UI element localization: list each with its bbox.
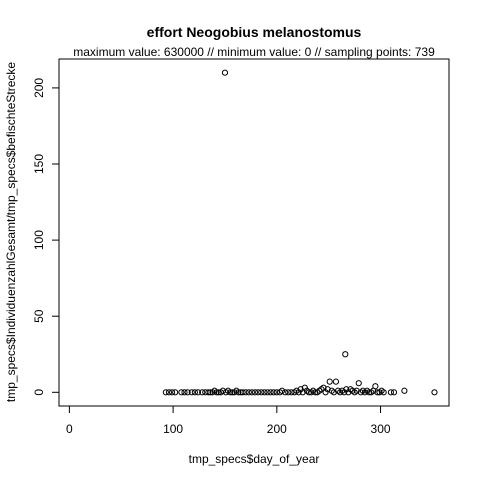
data-point (305, 389, 313, 396)
chart-subtitle: maximum value: 630000 // minimum value: … (73, 45, 435, 59)
data-point (227, 389, 234, 396)
data-point (172, 389, 179, 396)
data-point (181, 389, 188, 396)
data-point (374, 389, 381, 396)
x-axis: 0 100 200 300 (66, 405, 391, 436)
data-point (168, 389, 176, 396)
data-point (162, 389, 169, 396)
data-point (372, 383, 379, 390)
data-point (264, 389, 271, 396)
data-point (221, 69, 229, 76)
data-point (261, 389, 268, 396)
x-tick-label: 100 (163, 422, 183, 436)
x-axis-label: tmp_specs$day_of_year (189, 452, 320, 466)
y-tick-label: 150 (32, 154, 46, 174)
y-tick-label: 0 (32, 389, 46, 396)
y-axis: 0 50 100 150 200 (32, 78, 60, 396)
data-point (215, 389, 222, 396)
x-tick-label: 200 (267, 422, 287, 436)
data-point (251, 389, 259, 396)
data-point (229, 389, 236, 396)
data-point (285, 389, 292, 396)
data-point (270, 389, 277, 396)
data-point (191, 389, 198, 396)
data-point (235, 389, 242, 396)
data-point (178, 389, 185, 396)
data-point (242, 389, 249, 396)
data-point (165, 389, 173, 396)
data-point (188, 389, 195, 396)
x-tick-label: 0 (66, 422, 73, 436)
y-tick-label: 100 (32, 230, 46, 250)
data-point (380, 389, 387, 396)
data-point (213, 389, 220, 396)
data-point (390, 389, 398, 396)
data-point (248, 389, 256, 396)
data-point (207, 389, 214, 396)
data-point (239, 389, 246, 396)
y-axis-label: tmp_specs$IndividuenzahlGesamt/tmp_specs… (4, 62, 18, 403)
data-point (330, 389, 337, 396)
data-point (332, 378, 340, 385)
data-point (312, 389, 319, 396)
data-point (258, 389, 265, 396)
chart-title: effort Neogobius melanostomus (147, 24, 362, 40)
data-point (245, 389, 252, 396)
data-point (342, 351, 349, 358)
data-point (282, 389, 289, 396)
points-layer (162, 69, 438, 396)
data-point (278, 387, 286, 394)
data-point (326, 378, 333, 385)
x-tick-label: 300 (371, 422, 391, 436)
data-point (205, 389, 212, 396)
data-point (324, 386, 331, 393)
data-point (353, 387, 360, 394)
data-point (401, 387, 408, 394)
y-tick-label: 50 (32, 309, 46, 323)
data-point (184, 389, 191, 396)
data-point (267, 389, 274, 396)
data-point (387, 389, 395, 396)
data-point (355, 380, 362, 387)
data-point (431, 389, 438, 396)
data-point (194, 389, 202, 396)
data-point (199, 389, 206, 396)
data-point (255, 389, 262, 396)
data-point (366, 389, 373, 396)
y-tick-label: 200 (32, 78, 46, 98)
